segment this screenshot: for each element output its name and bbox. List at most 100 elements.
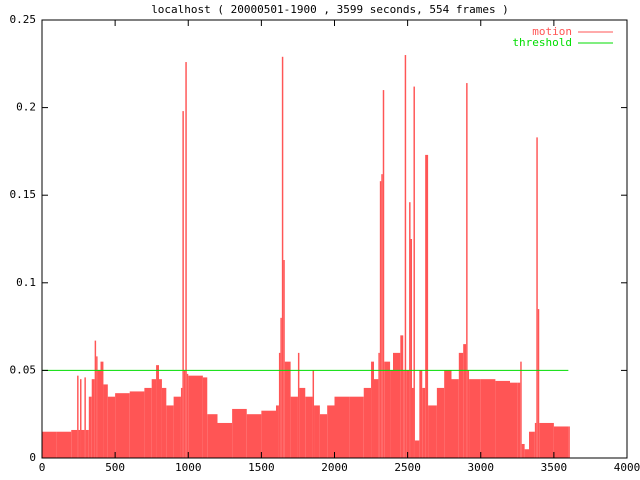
motion-bar bbox=[409, 202, 411, 458]
motion-bar bbox=[261, 410, 276, 458]
motion-bar bbox=[384, 361, 391, 458]
motion-bar bbox=[217, 422, 233, 458]
motion-bar bbox=[406, 370, 410, 458]
motion-bar bbox=[363, 387, 372, 458]
motion-bar bbox=[393, 352, 401, 458]
x-tick-label: 4000 bbox=[614, 461, 640, 474]
y-tick-label: 0 bbox=[29, 451, 36, 464]
motion-bar bbox=[278, 352, 281, 458]
motion-bar bbox=[422, 387, 426, 458]
motion-bar bbox=[425, 154, 429, 459]
motion-bar bbox=[186, 373, 189, 458]
legend-label: motion bbox=[532, 25, 572, 38]
motion-bar bbox=[77, 375, 79, 458]
motion-bar bbox=[371, 361, 374, 458]
motion-bar bbox=[94, 340, 97, 458]
motion-bar bbox=[480, 379, 496, 458]
y-tick-label: 0.15 bbox=[10, 188, 37, 201]
y-tick-label: 0.2 bbox=[16, 101, 36, 114]
motion-bar bbox=[400, 335, 404, 458]
motion-bar bbox=[156, 365, 159, 458]
motion-bar bbox=[467, 370, 470, 458]
y-tick-label: 0.1 bbox=[16, 276, 36, 289]
motion-bar bbox=[537, 309, 540, 458]
motion-bar bbox=[290, 396, 298, 458]
x-tick-label: 2500 bbox=[394, 461, 421, 474]
motion-bar bbox=[382, 90, 385, 458]
motion-bar bbox=[96, 356, 98, 458]
motion-bar bbox=[414, 440, 420, 458]
motion-bar bbox=[568, 426, 570, 458]
motion-bar bbox=[314, 405, 320, 458]
motion-bar bbox=[495, 380, 510, 458]
motion-bar bbox=[517, 382, 521, 458]
motion-bar bbox=[280, 317, 282, 458]
motion-bar bbox=[428, 405, 437, 458]
motion-bar bbox=[246, 414, 262, 458]
motion-bar bbox=[444, 370, 452, 458]
motion-bar bbox=[159, 379, 162, 458]
legend-label: threshold bbox=[512, 36, 572, 49]
motion-bar bbox=[319, 414, 328, 458]
motion-bar bbox=[42, 431, 57, 458]
motion-bar bbox=[390, 370, 393, 458]
x-tick-label: 1500 bbox=[248, 461, 275, 474]
motion-bar bbox=[81, 429, 85, 458]
motion-bar bbox=[524, 449, 530, 458]
motion-bar bbox=[466, 83, 468, 459]
motion-bar bbox=[412, 387, 414, 458]
motion-bar bbox=[299, 387, 306, 458]
motion-bar bbox=[103, 384, 108, 458]
x-tick-label: 0 bbox=[39, 461, 46, 474]
motion-bar bbox=[334, 396, 350, 458]
x-tick-label: 1000 bbox=[175, 461, 202, 474]
motion-bar bbox=[188, 375, 203, 458]
motion-bar bbox=[410, 239, 413, 458]
motion-bar bbox=[85, 429, 89, 458]
motion-bar bbox=[469, 379, 481, 458]
motion-bar bbox=[536, 137, 538, 458]
motion-bar bbox=[539, 422, 554, 458]
motion-bar bbox=[161, 387, 167, 458]
motion-bar bbox=[281, 56, 284, 459]
motion-bar bbox=[419, 370, 423, 458]
motion-bar bbox=[78, 429, 81, 458]
motion-bar bbox=[520, 361, 522, 458]
motion-bar bbox=[183, 370, 186, 458]
motion-bar bbox=[404, 55, 407, 458]
motion-bar bbox=[297, 352, 300, 458]
motion-bar bbox=[381, 174, 383, 458]
motion-bar bbox=[284, 361, 291, 458]
motion-bar bbox=[202, 377, 208, 458]
motion-bar bbox=[373, 379, 379, 458]
motion-bar bbox=[182, 111, 184, 458]
x-tick-label: 3000 bbox=[468, 461, 495, 474]
motion-bar bbox=[458, 352, 464, 458]
motion-bar bbox=[84, 377, 86, 458]
motion-bar bbox=[185, 62, 187, 458]
motion-bar bbox=[88, 396, 92, 458]
motion-bar bbox=[115, 393, 130, 458]
motion-bar bbox=[553, 426, 569, 458]
motion-bar bbox=[283, 260, 285, 458]
motion-bar bbox=[107, 396, 116, 458]
motion-bar bbox=[451, 379, 459, 458]
x-tick-label: 3500 bbox=[541, 461, 568, 474]
motion-bar bbox=[56, 431, 72, 458]
motion-bar bbox=[207, 414, 218, 458]
motion-bar bbox=[166, 405, 174, 458]
y-tick-label: 0.05 bbox=[10, 363, 37, 376]
motion-bar bbox=[129, 391, 145, 458]
motion-bar bbox=[534, 422, 537, 458]
motion-bar bbox=[276, 405, 279, 458]
motion-bar bbox=[97, 370, 101, 458]
motion-bar bbox=[436, 387, 445, 458]
x-tick-label: 500 bbox=[105, 461, 125, 474]
motion-bar bbox=[100, 361, 104, 458]
motion-bar bbox=[173, 396, 181, 458]
motion-bar bbox=[521, 443, 525, 458]
y-tick-label: 0.25 bbox=[10, 13, 37, 26]
chart-title: localhost ( 20000501-1900 , 3599 seconds… bbox=[151, 3, 509, 16]
